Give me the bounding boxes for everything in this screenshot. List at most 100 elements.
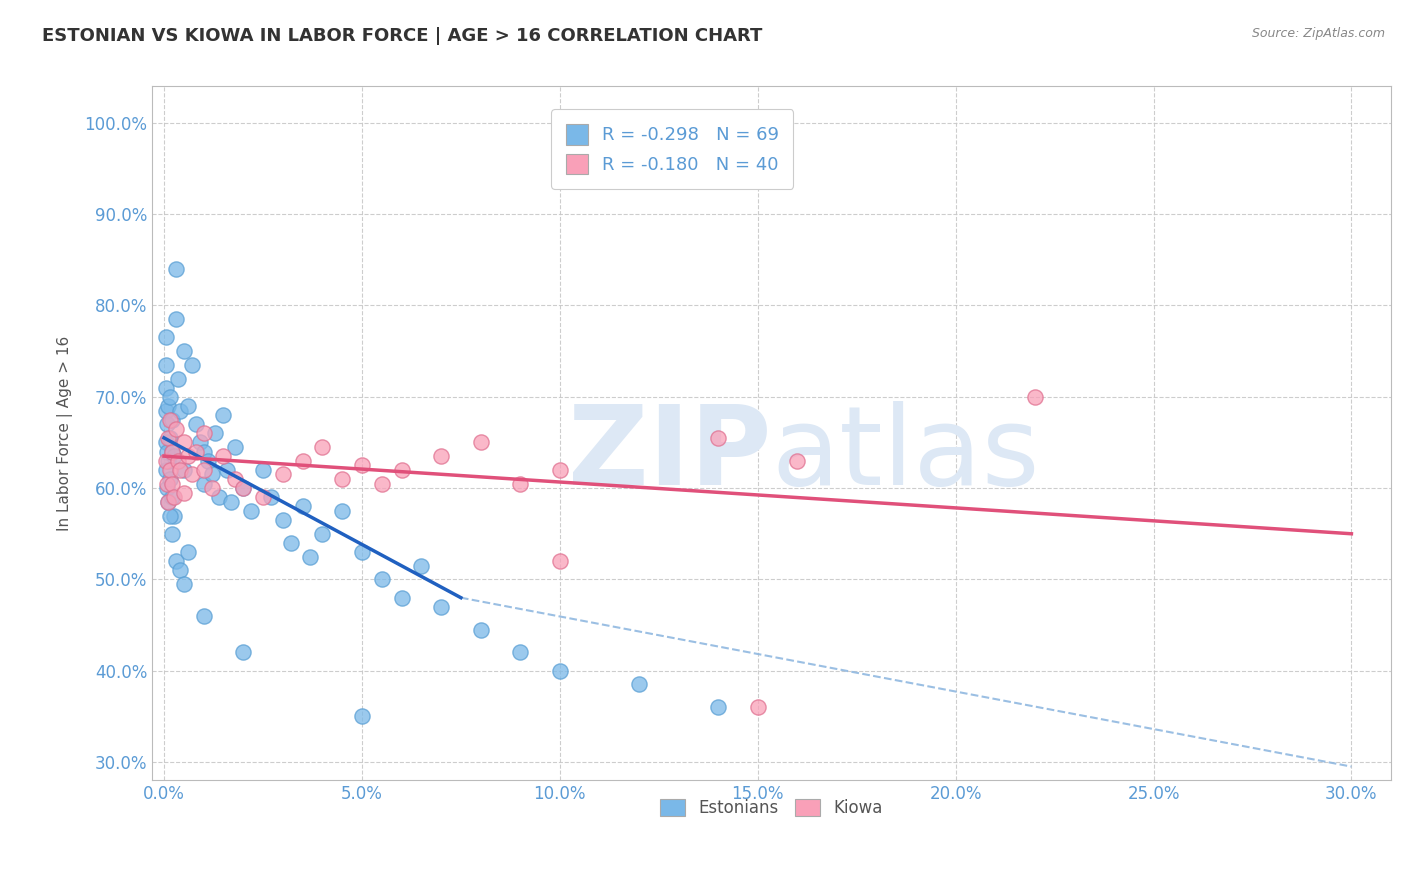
Point [232, 481, 254, 495]
Point [163, 490, 186, 504]
Point [299, 549, 322, 564]
Point [204, 426, 226, 441]
Point [212, 449, 235, 463]
Text: atlas: atlas [772, 401, 1040, 508]
Point [232, 481, 254, 495]
Text: ESTONIAN VS KIOWA IN LABOR FORCE | AGE > 16 CORRELATION CHART: ESTONIAN VS KIOWA IN LABOR FORCE | AGE >… [42, 27, 762, 45]
Point [370, 573, 392, 587]
Point [173, 485, 195, 500]
Point [311, 440, 333, 454]
Point [1024, 390, 1046, 404]
Point [165, 312, 187, 326]
Point [224, 472, 246, 486]
Point [747, 700, 769, 714]
Point [156, 495, 179, 509]
Point [193, 463, 215, 477]
Point [155, 330, 177, 344]
Point [260, 490, 283, 504]
Point [212, 408, 235, 422]
Point [165, 554, 187, 568]
Point [155, 381, 177, 395]
Point [160, 526, 183, 541]
Point [330, 504, 353, 518]
Point [165, 262, 187, 277]
Point [311, 526, 333, 541]
Point [330, 472, 353, 486]
Point [707, 700, 730, 714]
Point [155, 358, 177, 372]
Point [156, 476, 179, 491]
Point [350, 709, 373, 723]
Point [232, 645, 254, 659]
Point [180, 467, 202, 482]
Point [291, 454, 314, 468]
Point [160, 412, 183, 426]
Point [163, 449, 186, 463]
Point [156, 495, 179, 509]
Point [221, 495, 243, 509]
Point [155, 463, 177, 477]
Point [163, 508, 186, 523]
Point [159, 463, 181, 477]
Point [159, 431, 181, 445]
Point [252, 463, 274, 477]
Point [173, 435, 195, 450]
Point [193, 444, 215, 458]
Point [177, 449, 200, 463]
Point [184, 444, 207, 458]
Point [156, 444, 179, 458]
Point [156, 417, 179, 432]
Point [155, 435, 177, 450]
Point [169, 403, 191, 417]
Point [167, 454, 190, 468]
Point [167, 371, 190, 385]
Point [208, 490, 231, 504]
Point [160, 490, 183, 504]
Point [509, 476, 531, 491]
Point [173, 577, 195, 591]
Point [156, 399, 179, 413]
Point [156, 431, 179, 445]
Point [411, 558, 433, 573]
Point [160, 444, 183, 458]
Text: Source: ZipAtlas.com: Source: ZipAtlas.com [1251, 27, 1385, 40]
Point [169, 563, 191, 577]
Point [155, 454, 177, 468]
Point [271, 513, 294, 527]
Point [509, 645, 531, 659]
Point [156, 481, 179, 495]
Point [470, 435, 492, 450]
Point [159, 472, 181, 486]
Point [280, 536, 302, 550]
Point [173, 463, 195, 477]
Point [240, 504, 263, 518]
Point [159, 412, 181, 426]
Point [224, 440, 246, 454]
Point [252, 490, 274, 504]
Point [291, 500, 314, 514]
Point [548, 463, 571, 477]
Point [350, 458, 373, 473]
Point [627, 677, 650, 691]
Point [391, 591, 413, 605]
Point [707, 431, 730, 445]
Point [160, 444, 183, 458]
Point [350, 545, 373, 559]
Point [430, 449, 453, 463]
Point [217, 463, 239, 477]
Point [786, 454, 808, 468]
Point [548, 554, 571, 568]
Point [180, 358, 202, 372]
Point [177, 399, 200, 413]
Point [193, 609, 215, 624]
Point [177, 545, 200, 559]
Point [165, 422, 187, 436]
Point [271, 467, 294, 482]
Text: ZIP: ZIP [568, 401, 772, 508]
Point [200, 481, 222, 495]
Point [160, 476, 183, 491]
Point [193, 426, 215, 441]
Point [193, 476, 215, 491]
Point [370, 476, 392, 491]
Point [159, 390, 181, 404]
